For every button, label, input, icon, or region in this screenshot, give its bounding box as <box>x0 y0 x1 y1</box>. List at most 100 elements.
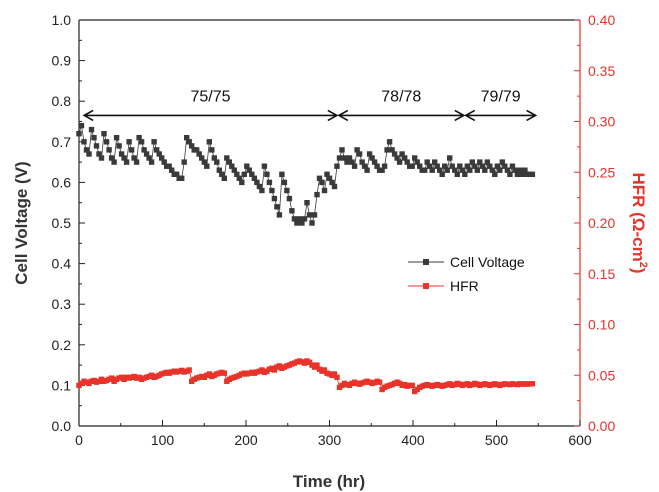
data-point-cell-voltage <box>86 151 92 157</box>
legend-label-cell-voltage: Cell Voltage <box>450 254 525 270</box>
data-point-cell-voltage <box>123 159 130 165</box>
data-point-cell-voltage <box>276 212 283 218</box>
data-point-cell-voltage <box>216 167 222 173</box>
data-point-cell-voltage <box>519 171 526 177</box>
data-point-cell-voltage <box>326 175 333 181</box>
data-point-cell-voltage <box>359 159 365 165</box>
y-left-tick-label: 0.6 <box>52 174 72 190</box>
data-point-cell-voltage <box>261 163 268 169</box>
data-point-cell-voltage <box>499 159 505 165</box>
right-axis-title-superscript: 2 <box>637 262 649 268</box>
data-point-cell-voltage <box>341 155 348 161</box>
data-point-cell-voltage <box>497 167 503 173</box>
data-point-cell-voltage <box>78 122 85 129</box>
legend-label-hfr: HFR <box>450 278 479 294</box>
x-tick-label: 300 <box>318 432 342 448</box>
data-point-cell-voltage <box>284 187 290 194</box>
y-left-tick-label: 0.0 <box>52 418 72 434</box>
data-point-cell-voltage <box>96 151 102 157</box>
data-point-cell-voltage <box>449 163 455 169</box>
y-left-tick-label: 0.4 <box>52 256 72 272</box>
x-tick-label: 600 <box>568 432 592 448</box>
data-point-cell-voltage <box>299 220 305 226</box>
x-axis-title: Time (hr) <box>293 472 365 491</box>
y-right-tick-label: 0.00 <box>588 418 615 434</box>
data-point-cell-voltage <box>224 155 230 161</box>
data-point-cell-voltage <box>512 167 518 173</box>
data-point-cell-voltage <box>344 159 350 165</box>
data-point-cell-voltage <box>289 208 295 214</box>
data-point-cell-voltage <box>349 159 355 165</box>
data-point-cell-voltage <box>239 179 245 186</box>
data-point-cell-voltage <box>291 216 298 222</box>
data-point-cell-voltage <box>279 171 285 177</box>
data-point-cell-voltage <box>422 167 428 173</box>
data-point-cell-voltage <box>76 131 82 137</box>
data-point-cell-voltage <box>487 163 493 169</box>
data-point-cell-voltage <box>324 171 330 177</box>
data-point-cell-voltage <box>437 167 443 173</box>
data-point-cell-voltage <box>179 175 185 181</box>
y-left-tick-label: 0.3 <box>52 296 72 312</box>
data-point-cell-voltage <box>386 139 393 145</box>
data-point-cell-voltage <box>234 171 240 177</box>
data-point-cell-voltage <box>118 151 125 157</box>
data-point-cell-voltage <box>394 155 400 161</box>
phase-arrow-head-left <box>337 109 349 122</box>
data-point-cell-voltage <box>374 163 380 169</box>
data-point-cell-voltage <box>489 167 495 173</box>
y-left-tick-label: 0.1 <box>52 377 72 393</box>
legend-entry-hfr: HFR <box>408 278 479 294</box>
data-point-cell-voltage <box>256 183 263 190</box>
data-point-cell-voltage <box>309 220 315 226</box>
data-point-cell-voltage <box>101 131 107 137</box>
data-point-cell-voltage <box>494 163 500 169</box>
data-point-cell-voltage <box>259 187 265 194</box>
data-point-cell-voltage <box>204 163 210 169</box>
data-point-cell-voltage <box>412 155 418 161</box>
data-point-cell-voltage <box>201 159 207 165</box>
data-point-cell-voltage <box>269 187 275 194</box>
data-point-cell-voltage <box>384 147 390 153</box>
x-tick-label: 0 <box>75 432 83 448</box>
data-point-cell-voltage <box>472 163 478 169</box>
data-point-cell-voltage <box>264 171 270 177</box>
series-hfr <box>76 358 536 395</box>
series-layer <box>76 122 536 395</box>
data-point-cell-voltage <box>434 163 440 169</box>
data-point-cell-voltage <box>517 167 523 173</box>
data-point-cell-voltage <box>417 163 423 169</box>
data-point-cell-voltage <box>442 163 448 169</box>
data-point-cell-voltage <box>251 175 258 181</box>
data-point-cell-voltage <box>346 155 353 161</box>
data-point-cell-voltage <box>402 155 408 161</box>
data-point-cell-voltage <box>304 200 310 206</box>
data-point-cell-voltage <box>301 216 308 222</box>
data-point-cell-voltage <box>369 155 375 161</box>
y-right-tick-label: 0.40 <box>588 12 615 28</box>
data-point-cell-voltage <box>281 179 288 186</box>
phase-arrow-head-right <box>327 109 339 122</box>
y-right-tick-label: 0.05 <box>588 367 615 383</box>
y-right-tick-label: 0.25 <box>588 164 615 180</box>
data-point-cell-voltage <box>151 139 157 145</box>
data-point-cell-voltage <box>146 155 152 161</box>
data-point-hfr <box>108 375 115 381</box>
data-point-cell-voltage <box>427 163 433 169</box>
data-point-cell-voltage <box>447 155 453 161</box>
data-point-cell-voltage <box>484 159 490 165</box>
data-point-cell-voltage <box>361 163 368 169</box>
data-point-cell-voltage <box>452 167 458 173</box>
y-left-tick-label: 0.9 <box>52 53 72 69</box>
data-point-cell-voltage <box>391 151 398 157</box>
data-point-cell-voltage <box>467 167 473 173</box>
data-point-cell-voltage <box>219 171 225 177</box>
phase-label: 79/79 <box>481 88 521 105</box>
right-axis-title-main: HFR (Ω-cm <box>629 173 648 262</box>
data-point-cell-voltage <box>111 159 117 165</box>
data-point-cell-voltage <box>502 163 508 169</box>
data-point-cell-voltage <box>444 167 450 173</box>
left-axis-title: Cell Voltage (V) <box>12 161 31 284</box>
data-point-cell-voltage <box>271 195 278 202</box>
